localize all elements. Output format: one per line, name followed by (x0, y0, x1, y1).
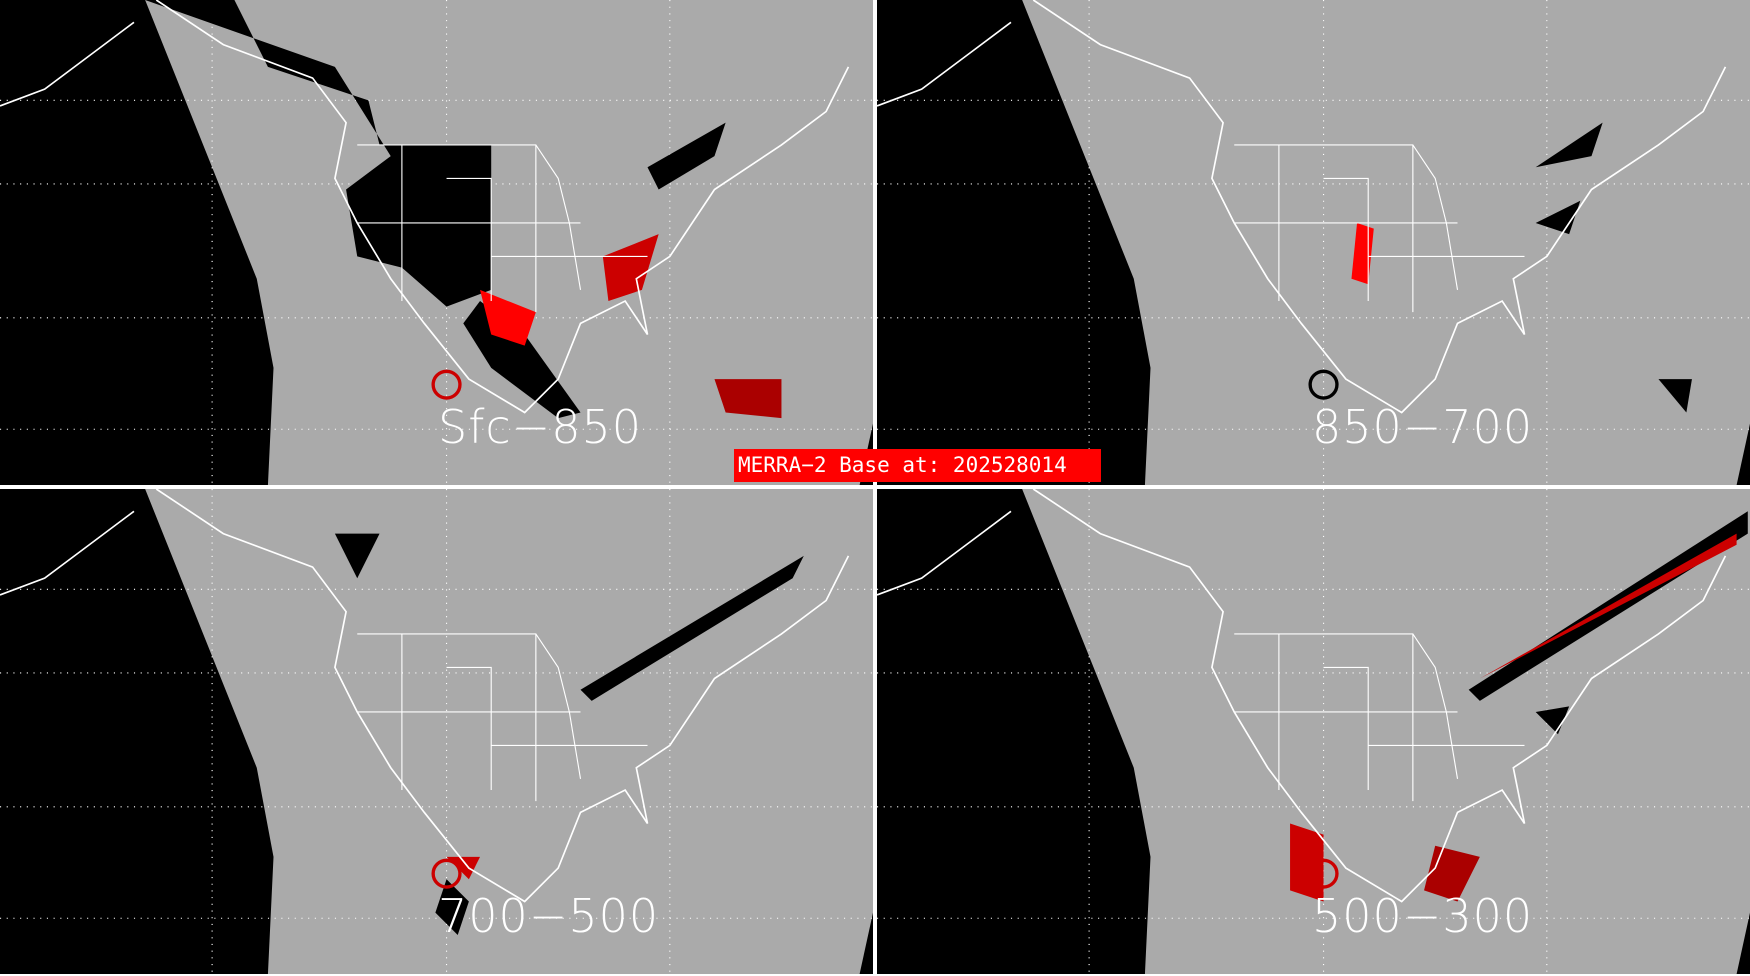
cloud-feature (602, 234, 659, 302)
hurricane (1308, 369, 1339, 400)
map-graphic (0, 0, 873, 485)
coastline (1032, 0, 1727, 414)
coastline (1032, 489, 1727, 903)
cloud-feature (145, 0, 492, 307)
coastline (155, 0, 850, 414)
offdisk-region (1736, 912, 1750, 974)
map-graphic (0, 489, 873, 974)
map-panel-700-500: 700−500 (0, 489, 873, 974)
cloud-feature (1535, 122, 1603, 168)
state-borders (1234, 144, 1525, 313)
cloud-feature (714, 379, 782, 419)
pressure-layer-label: 700−500 (438, 889, 660, 943)
state-borders (1234, 633, 1525, 802)
cloud-feature (647, 122, 726, 190)
cloud-feature (1535, 706, 1570, 735)
offdisk-region (1736, 423, 1750, 485)
alaska-coast (877, 510, 1012, 596)
alaska-coast (0, 21, 135, 107)
offdisk-region (877, 489, 1151, 974)
offdisk-region (877, 0, 1151, 485)
state-borders (357, 144, 648, 313)
cloud-feature (580, 555, 804, 701)
map-panel-sfc-850: Sfc−850 (0, 0, 873, 485)
hurricane (431, 369, 462, 400)
cloud-feature (1351, 222, 1374, 285)
pressure-layer-label: 500−300 (1312, 889, 1534, 943)
alaska-coast (0, 510, 135, 596)
map-panel-500-300: 500−300 (877, 489, 1750, 974)
alaska-coast (877, 21, 1012, 107)
cloud-feature (1658, 379, 1692, 413)
map-graphic (877, 489, 1750, 974)
banner-label: MERRA−2 Base at: 202528014 (734, 449, 1101, 482)
offdisk-region (0, 489, 274, 974)
pressure-layer-label: 850−700 (1312, 400, 1534, 454)
cloud-feature (1535, 200, 1581, 235)
hurricane (431, 858, 462, 889)
hurricane (1308, 858, 1339, 889)
coastline (155, 489, 850, 903)
offdisk-region (859, 912, 873, 974)
cloud-feature (480, 289, 536, 346)
pressure-layer-label: Sfc−850 (438, 400, 643, 454)
state-borders (357, 633, 648, 802)
cloud-feature (1468, 511, 1748, 701)
map-panel-850-700: 850−700 (877, 0, 1750, 485)
cloud-feature (334, 533, 380, 579)
offdisk-region (0, 0, 274, 485)
map-graphic (877, 0, 1750, 485)
